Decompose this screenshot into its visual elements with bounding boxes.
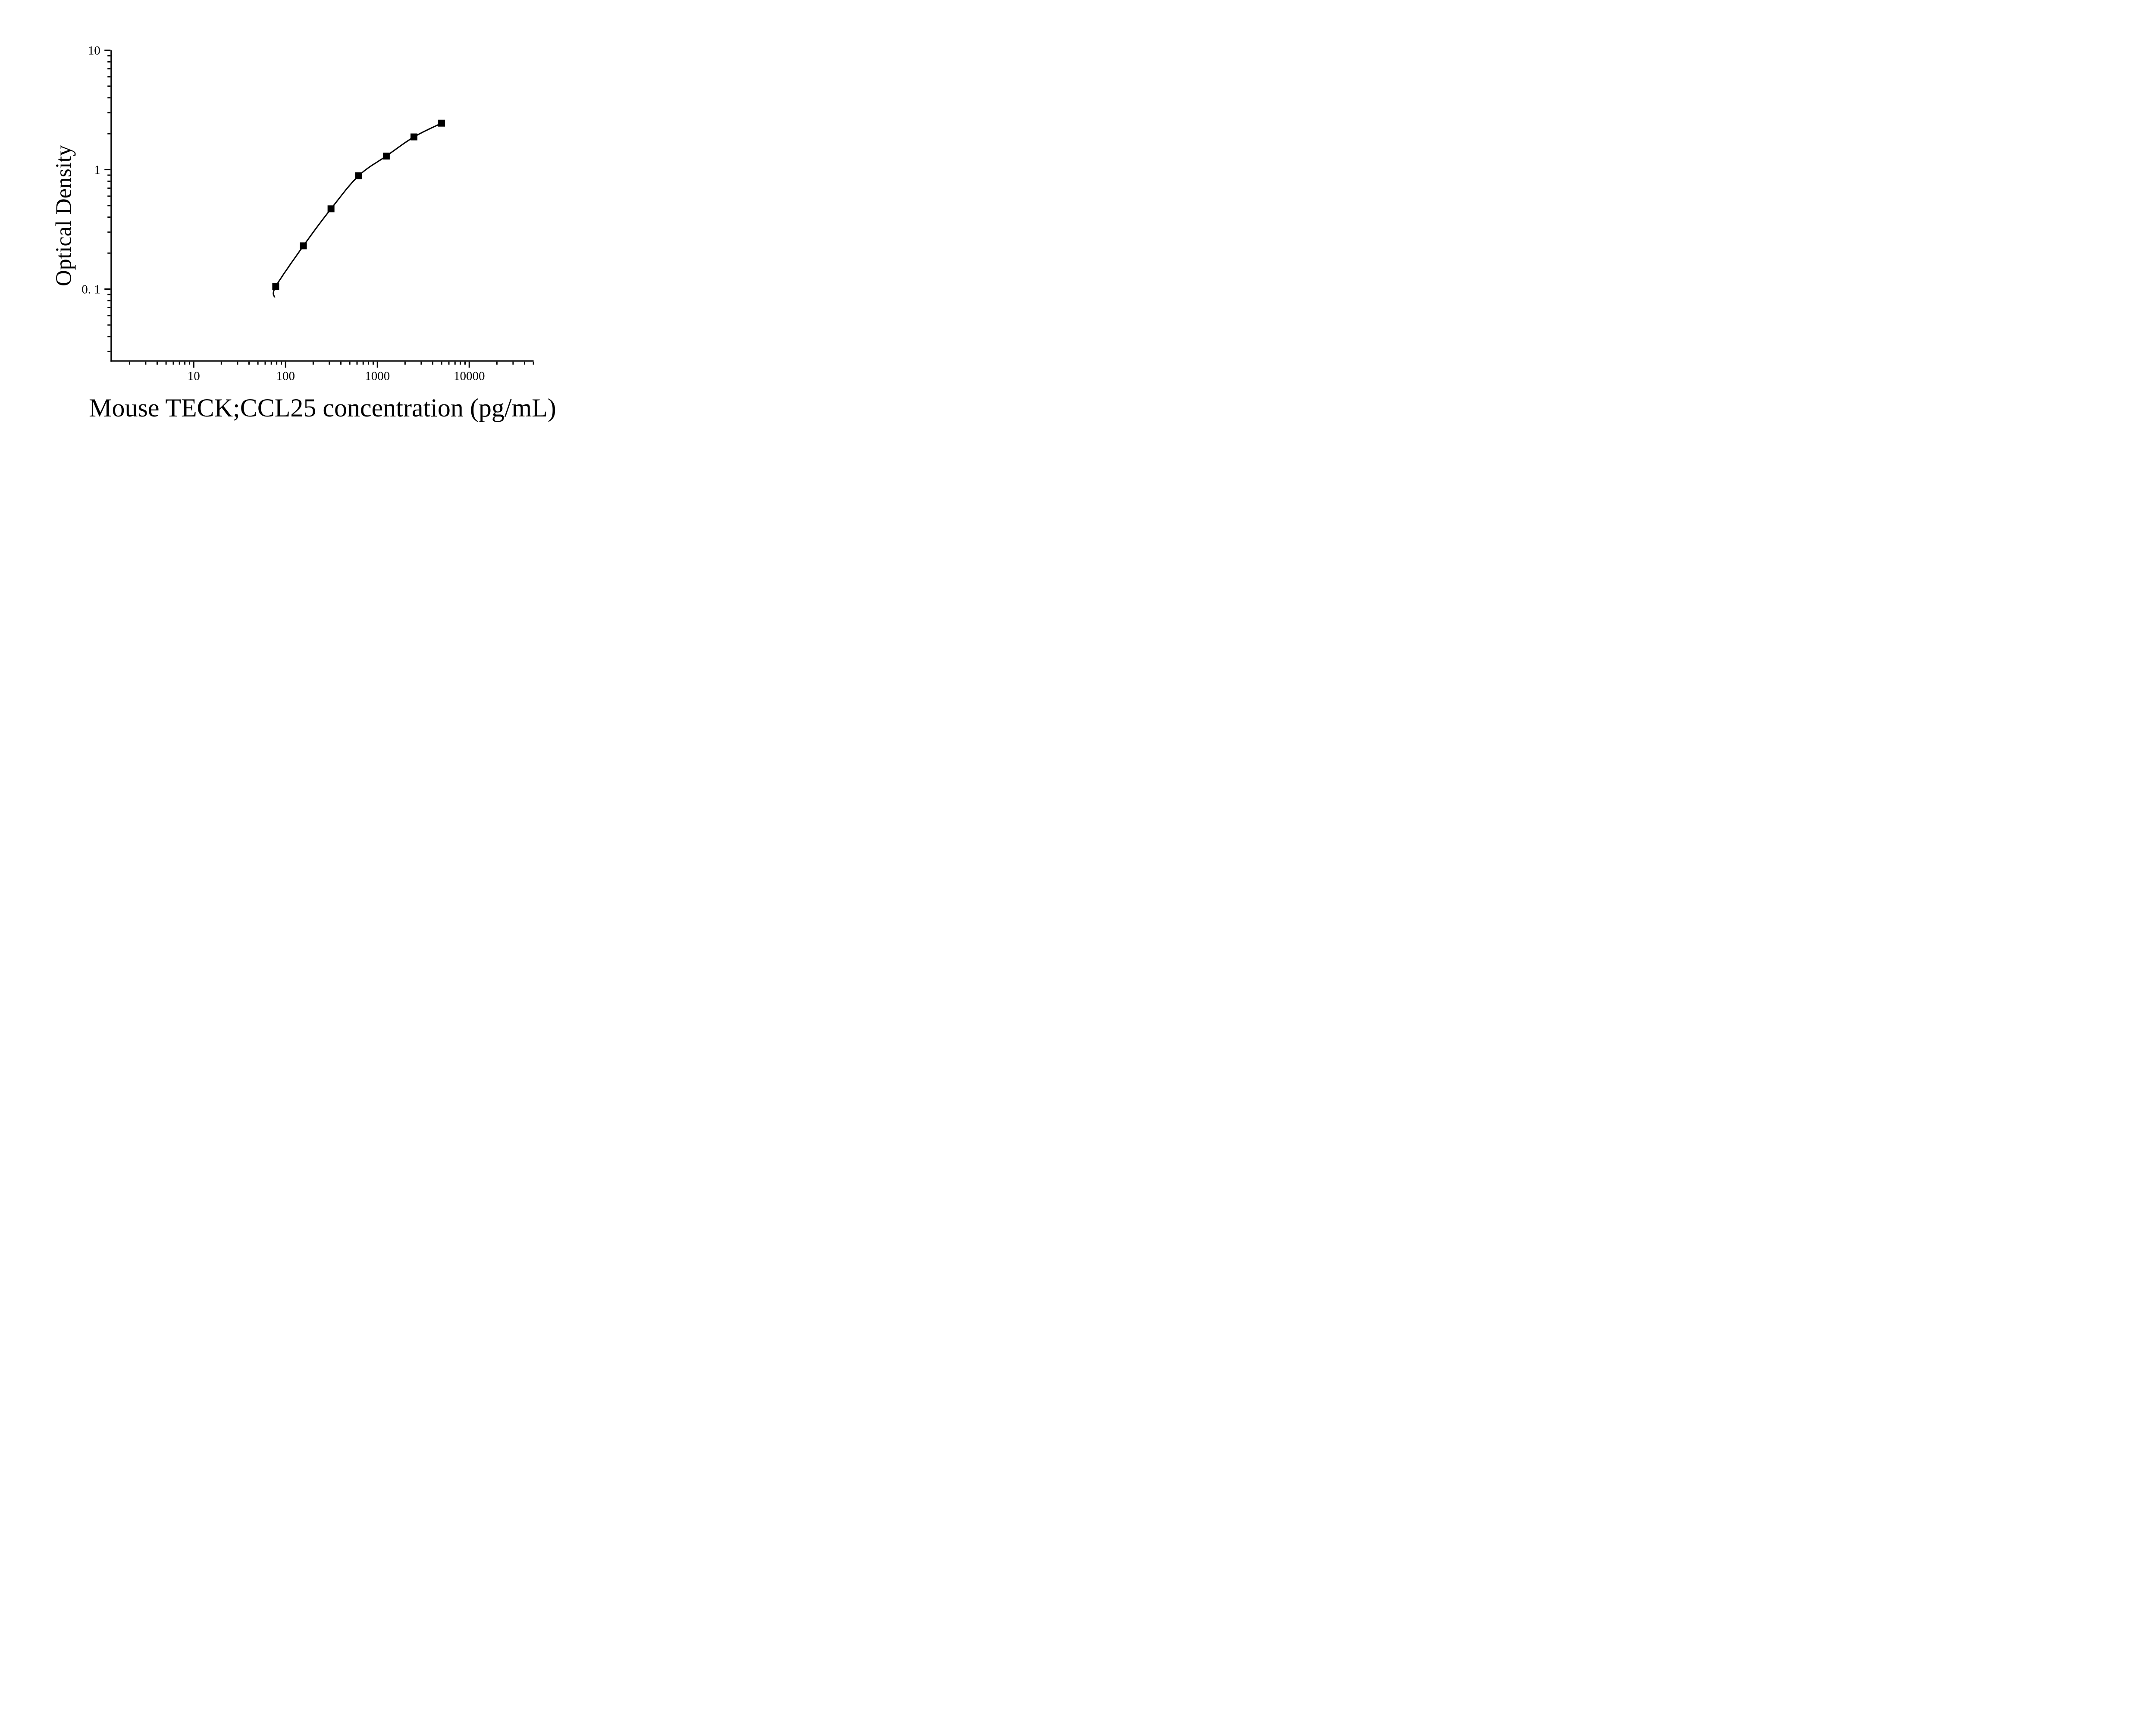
data-point-marker (272, 283, 279, 290)
x-axis-title: Mouse TECK;CCL25 concentration (pg/mL) (89, 394, 556, 422)
fit-curve (273, 122, 442, 298)
data-point-marker (300, 242, 307, 250)
x-tick-label: 1000 (365, 369, 390, 383)
data-point-marker (438, 119, 445, 127)
y-tick-label: 0. 1 (81, 283, 100, 297)
chart-canvas: 10 100 1000 10000 10 1 0. 1 (81, 44, 534, 383)
x-tick-label: 10000 (454, 369, 485, 383)
y-tick-label: 10 (88, 44, 100, 58)
y-axis-title: Optical Density (51, 145, 76, 286)
data-point-marker (411, 133, 418, 141)
x-tick-label: 10 (188, 369, 200, 383)
x-tick-label: 100 (276, 369, 295, 383)
data-point-marker (355, 172, 362, 179)
data-point-marker (327, 205, 335, 213)
elisa-standard-curve-figure: 10 100 1000 10000 10 1 0. 1 Mouse TECK;CCL25 c… (0, 0, 620, 433)
data-point-marker (382, 152, 390, 160)
y-tick-label: 1 (94, 163, 100, 177)
